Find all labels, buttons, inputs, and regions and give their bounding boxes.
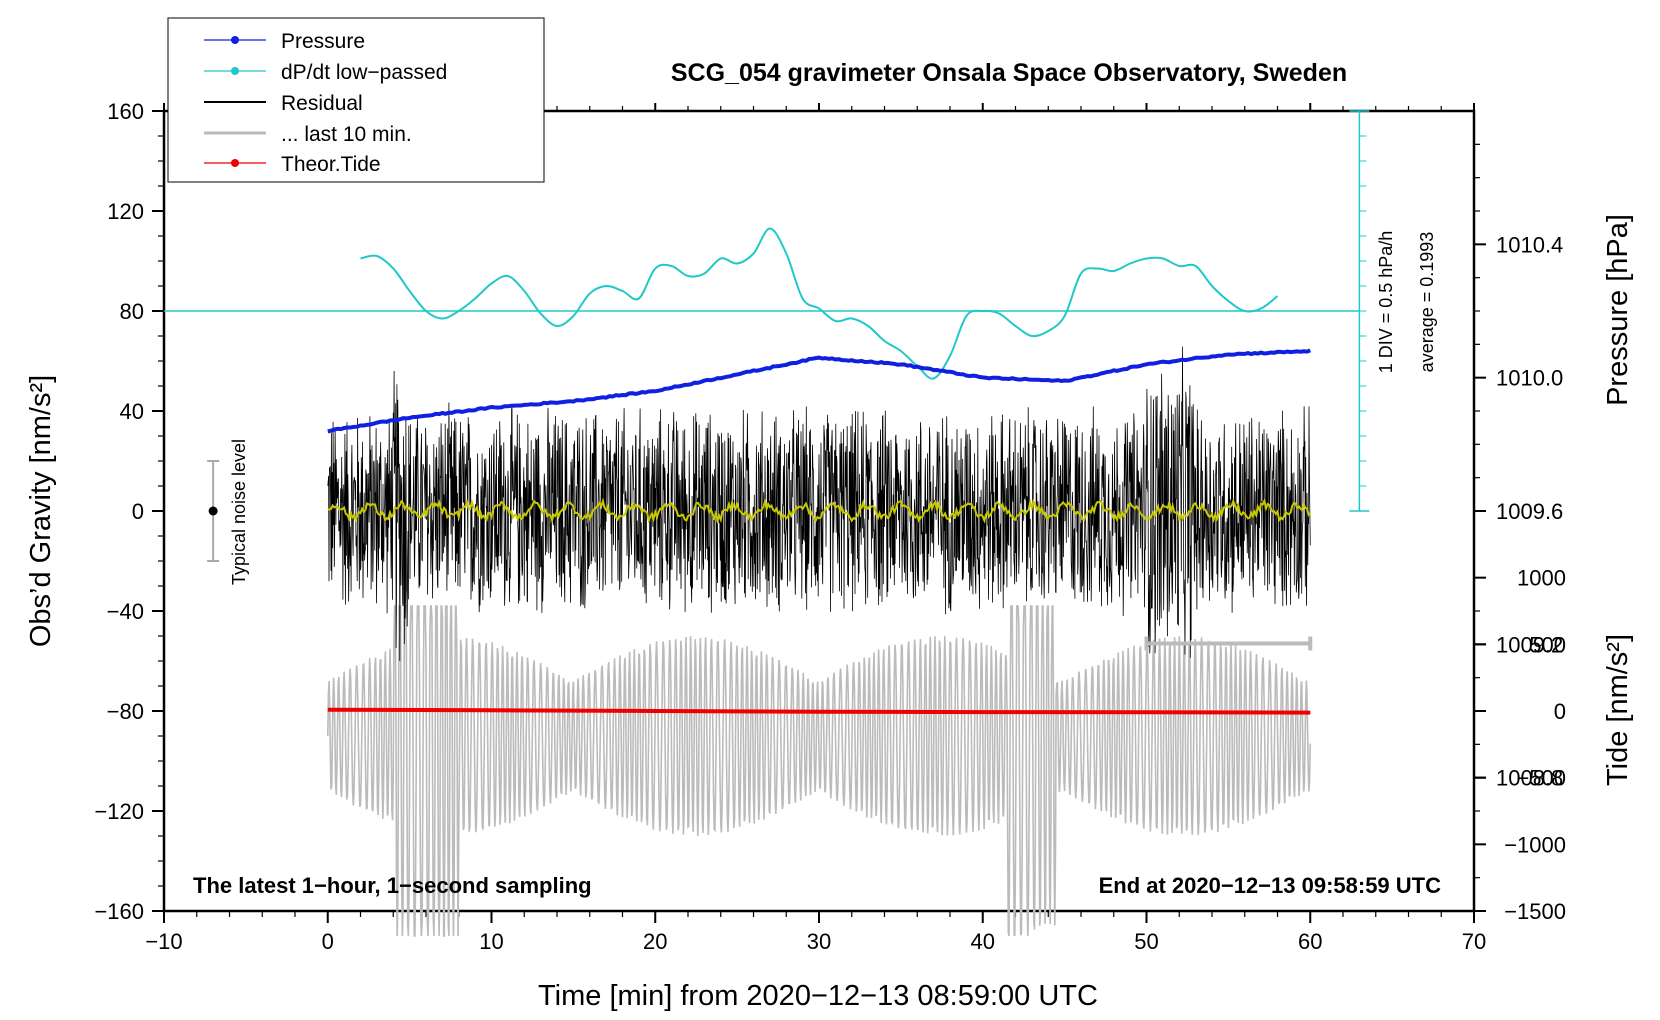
x-tick-label: 10 bbox=[479, 929, 503, 954]
legend-item-tide: Theor.Tide bbox=[204, 153, 381, 176]
x-tick-label: 70 bbox=[1462, 929, 1486, 954]
x-tick-label: 20 bbox=[643, 929, 667, 954]
legend-box bbox=[167, 17, 545, 183]
legend-label-tide: Theor.Tide bbox=[281, 153, 381, 176]
dpdt-scale-axis bbox=[1349, 110, 1370, 512]
tide-tick-label: −1000 bbox=[1504, 832, 1566, 857]
tide-tick-label: −1500 bbox=[1504, 899, 1566, 924]
y-tick-label: 0 bbox=[132, 499, 144, 524]
pressure-line bbox=[327, 348, 1311, 434]
pressure-tick-label: 1010.0 bbox=[1496, 366, 1563, 391]
x-tick-label: 40 bbox=[971, 929, 995, 954]
dpdt-line bbox=[360, 227, 1279, 380]
tide-tick-label: −500 bbox=[1516, 766, 1566, 791]
x-tick-label: 0 bbox=[322, 929, 334, 954]
pressure-tick-label: 1010.4 bbox=[1496, 232, 1563, 257]
y-tick-label: 80 bbox=[120, 299, 144, 324]
x-axis-title: Time [min] from 2020−12−13 08:59:00 UTC bbox=[538, 980, 1098, 1012]
pressure-tick-label: 1009.6 bbox=[1496, 499, 1563, 524]
dpdt-scale-label: 1 DIV = 0.5 hPa/h bbox=[1376, 231, 1396, 374]
tide-axis-title: Tide [nm/s²] bbox=[1602, 634, 1634, 786]
pressure-tick-label: 1008.8 bbox=[1496, 766, 1563, 791]
dpdt-series bbox=[164, 227, 1360, 380]
legend-item-last10: ... last 10 min. bbox=[204, 123, 412, 146]
x-tick-label: −10 bbox=[145, 929, 182, 954]
tide-line bbox=[327, 707, 1311, 715]
pressure-series bbox=[327, 348, 1311, 434]
legend-label-pressure: Pressure bbox=[281, 30, 365, 53]
x-axis-ticks: −10 0 10 20 30 40 50 60 70 bbox=[145, 103, 1486, 954]
noise-bar-dot bbox=[208, 506, 218, 516]
legend-item-pressure: Pressure bbox=[204, 30, 365, 53]
residual-line bbox=[327, 346, 1311, 662]
tide-tick-label: 0 bbox=[1554, 699, 1566, 724]
tide-tick-label: 1000 bbox=[1517, 566, 1566, 591]
legend: Pressure dP/dt low−passed Residual ... l… bbox=[167, 17, 545, 183]
legend-label-residual: Residual bbox=[281, 92, 363, 115]
pressure-axis-ticks: 1008.8 1009.2 1009.6 1010.0 1010.4 bbox=[1474, 143, 1563, 791]
last10-line bbox=[327, 605, 1312, 937]
y-tick-label: 40 bbox=[120, 399, 144, 424]
pressure-axis-title: Pressure [hPa] bbox=[1602, 214, 1634, 406]
legend-item-dpdt: dP/dt low−passed bbox=[204, 61, 447, 84]
legend-label-dpdt: dP/dt low−passed bbox=[281, 61, 447, 84]
y-tick-label: −80 bbox=[107, 699, 144, 724]
legend-label-last10: ... last 10 min. bbox=[281, 123, 412, 146]
annotation-right: End at 2020−12−13 09:58:59 UTC bbox=[1099, 873, 1442, 898]
noise-level-marker bbox=[207, 460, 220, 562]
residual-series bbox=[327, 346, 1311, 662]
noise-level-label: Typical noise level bbox=[229, 439, 249, 585]
last10-series bbox=[327, 605, 1312, 937]
tide-tick-label: 500 bbox=[1529, 632, 1566, 657]
y-tick-label: −160 bbox=[94, 899, 144, 924]
tide-axis-ticks: −1500 −1000 −500 0 500 1000 bbox=[1474, 566, 1566, 924]
x-tick-label: 50 bbox=[1134, 929, 1158, 954]
pressure-tick-label: 1009.2 bbox=[1496, 632, 1563, 657]
x-tick-label: 60 bbox=[1298, 929, 1322, 954]
running-mean-series bbox=[327, 497, 1311, 525]
annotation-left: The latest 1−hour, 1−second sampling bbox=[193, 873, 592, 898]
y-tick-label: −120 bbox=[94, 799, 144, 824]
x-tick-label: 30 bbox=[807, 929, 831, 954]
y-tick-label: 120 bbox=[107, 199, 144, 224]
y-axis-title: Obs’d Gravity [nm/s²] bbox=[25, 375, 57, 647]
last10-range-bar bbox=[1144, 636, 1313, 651]
running-mean-line bbox=[327, 497, 1311, 525]
tide-series bbox=[327, 707, 1311, 715]
y-tick-label: −40 bbox=[107, 599, 144, 624]
dpdt-average-label: average = 0.1993 bbox=[1417, 232, 1437, 373]
legend-item-residual: Residual bbox=[204, 92, 363, 115]
y-tick-label: 160 bbox=[107, 99, 144, 124]
y-axis-ticks: −160 −120 −80 −40 0 40 80 120 160 bbox=[94, 99, 164, 924]
chart-title: SCG_054 gravimeter Onsala Space Observat… bbox=[671, 59, 1347, 87]
